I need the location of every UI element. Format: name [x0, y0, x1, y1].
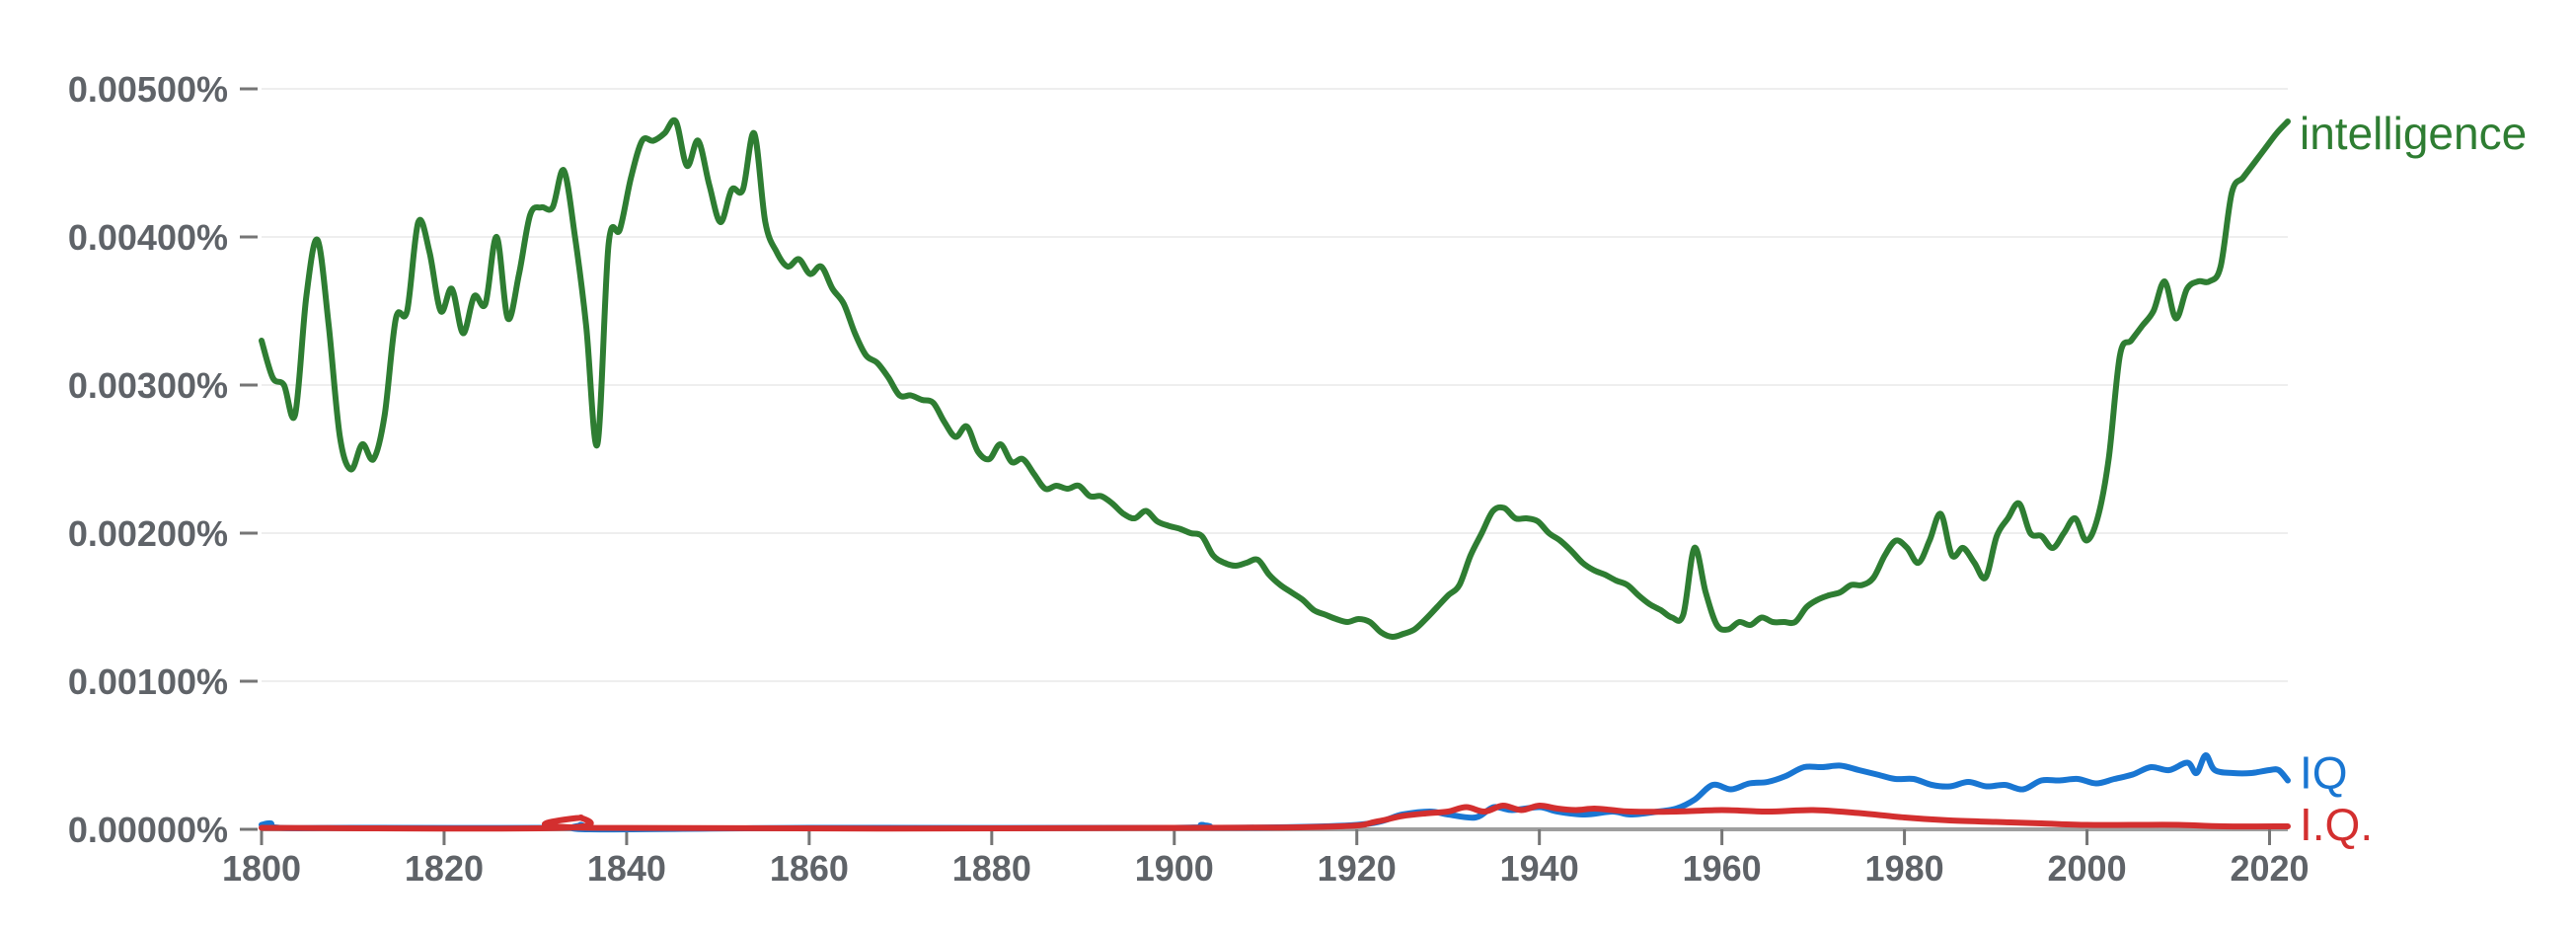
y-tick-label: 0.00500%	[68, 69, 228, 110]
series-lines	[259, 116, 2291, 833]
y-tick-label: 0.00100%	[68, 661, 228, 702]
x-tick-label: 1940	[1500, 848, 1579, 889]
x-tick-label: 1840	[587, 848, 666, 889]
series-line-i-q	[259, 802, 2291, 832]
y-axis: 0.00000% 0.00100% 0.00200% 0.00300% 0.00400%…	[68, 69, 258, 850]
x-tick-label: 1900	[1135, 848, 1214, 889]
x-tick-label: 2000	[2048, 848, 2127, 889]
x-tick-label: 1820	[405, 848, 484, 889]
x-tick-label: 2020	[2230, 848, 2309, 889]
y-tick-label: 0.00400%	[68, 217, 228, 258]
y-tick-label: 0.00000%	[68, 810, 228, 850]
x-tick-label: 1980	[1865, 848, 1944, 889]
series-label-i-q: I.Q.	[2300, 799, 2373, 850]
x-tick-label: 1920	[1318, 848, 1397, 889]
y-tick-label: 0.00200%	[68, 513, 228, 554]
x-tick-label: 1880	[952, 848, 1031, 889]
y-tick-label: 0.00300%	[68, 365, 228, 406]
series-line-intelligence	[259, 116, 2291, 641]
series-label-iq: IQ	[2300, 747, 2348, 799]
x-tick-label: 1960	[1683, 848, 1762, 889]
x-tick-label: 1800	[222, 848, 301, 889]
series-labels: intelligence IQI.Q.	[2300, 108, 2527, 850]
x-axis: 1800 1820 1840 1860 1880 1900 1920 1940 1960 1980…	[222, 827, 2310, 889]
x-tick-label: 1860	[770, 848, 849, 889]
series-label-intelligence: intelligence	[2300, 108, 2527, 159]
